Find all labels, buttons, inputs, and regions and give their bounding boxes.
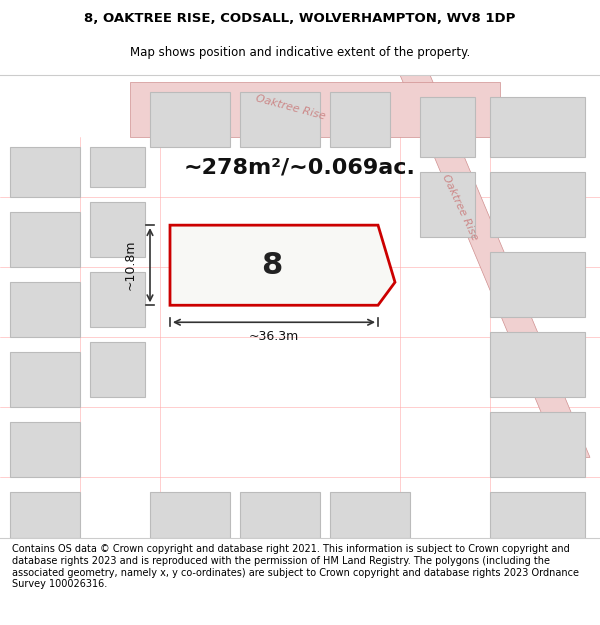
Bar: [90, 147, 145, 187]
Text: ~36.3m: ~36.3m: [249, 330, 299, 342]
Bar: [10, 492, 80, 538]
Bar: [490, 97, 585, 157]
Bar: [240, 92, 320, 147]
Text: Oaktree Rise: Oaktree Rise: [440, 173, 480, 242]
Bar: [10, 212, 80, 268]
Text: Contains OS data © Crown copyright and database right 2021. This information is : Contains OS data © Crown copyright and d…: [12, 544, 579, 589]
Bar: [10, 352, 80, 408]
Bar: [330, 492, 410, 538]
Bar: [490, 412, 585, 478]
Bar: [490, 253, 585, 318]
Text: Oaktree Rise: Oaktree Rise: [254, 93, 326, 121]
Bar: [490, 332, 585, 398]
Bar: [10, 282, 80, 338]
Bar: [10, 422, 80, 478]
Bar: [420, 97, 475, 157]
Text: ~10.8m: ~10.8m: [124, 240, 137, 291]
Bar: [420, 172, 475, 237]
Bar: [240, 492, 320, 538]
Bar: [490, 492, 585, 538]
Bar: [90, 342, 145, 398]
Bar: [150, 92, 230, 147]
Bar: [90, 272, 145, 328]
Bar: [150, 492, 230, 538]
Polygon shape: [170, 225, 395, 305]
Text: 8, OAKTREE RISE, CODSALL, WOLVERHAMPTON, WV8 1DP: 8, OAKTREE RISE, CODSALL, WOLVERHAMPTON,…: [85, 12, 515, 25]
Text: ~278m²/~0.069ac.: ~278m²/~0.069ac.: [184, 157, 416, 177]
Bar: [130, 82, 500, 137]
Text: Map shows position and indicative extent of the property.: Map shows position and indicative extent…: [130, 46, 470, 59]
Polygon shape: [400, 75, 590, 458]
Bar: [330, 92, 390, 147]
Bar: [10, 147, 80, 197]
Text: 8: 8: [262, 251, 283, 280]
Bar: [90, 202, 145, 258]
Bar: [490, 172, 585, 237]
